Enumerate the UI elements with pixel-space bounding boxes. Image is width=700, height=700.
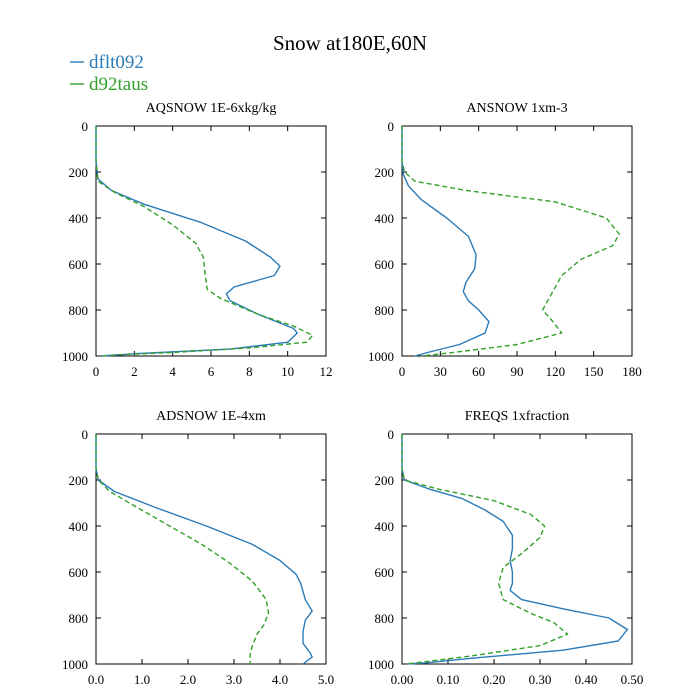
y-tick-label: 600 — [375, 565, 395, 580]
x-tick-label: 30 — [434, 364, 447, 379]
series-line-d92taus — [95, 126, 314, 357]
y-tick-label: 1000 — [62, 657, 88, 672]
plot-frame — [95, 433, 327, 665]
panel-title: ANSNOW 1xm-3 — [466, 101, 567, 116]
x-tick-label: 4 — [169, 364, 176, 379]
legend-label-dflt092: dflt092 — [89, 52, 144, 73]
series-line-d92taus — [95, 434, 270, 664]
y-tick-label: 400 — [69, 519, 89, 534]
x-tick-label: 60 — [472, 364, 485, 379]
y-tick-label: 400 — [375, 211, 395, 226]
x-tick-label: 5.0 — [318, 672, 334, 687]
panel-title: AQSNOW 1E-6xkg/kg — [146, 101, 277, 116]
y-tick-label: 600 — [69, 257, 89, 272]
x-tick-label: 3.0 — [226, 672, 242, 687]
series-line-dflt092 — [401, 126, 490, 357]
y-tick-label: 1000 — [368, 657, 394, 672]
legend-label-d92taus: d92taus — [89, 74, 148, 95]
y-tick-label: 800 — [69, 303, 89, 318]
x-tick-label: 0.20 — [483, 672, 506, 687]
x-tick-label: 0.00 — [391, 672, 414, 687]
x-tick-label: 0.0 — [88, 672, 104, 687]
x-tick-label: 1.0 — [134, 672, 150, 687]
x-tick-label: 120 — [546, 364, 566, 379]
panel-2: ANSNOW 1xm-3 0 200 400 600 800 1000 0 30 60 90 120 1… — [368, 101, 642, 379]
y-tick-label: 1000 — [62, 349, 88, 364]
y-tick-label: 400 — [375, 519, 395, 534]
x-tick-label: 180 — [622, 364, 642, 379]
y-tick-label: 800 — [69, 611, 89, 626]
y-tick-label: 200 — [375, 473, 395, 488]
plot-frame — [95, 125, 327, 357]
series-line-d92taus — [401, 434, 569, 665]
x-tick-label: 0.30 — [529, 672, 552, 687]
x-tick-label: 12 — [320, 364, 333, 379]
y-tick-label: 200 — [69, 165, 89, 180]
y-tick-label: 1000 — [368, 349, 394, 364]
figure-title: Snow at180E,60N — [273, 31, 427, 55]
y-tick-label: 200 — [375, 165, 395, 180]
y-tick-label: 0 — [82, 119, 89, 134]
y-tick-label: 800 — [375, 611, 395, 626]
x-tick-label: 0.50 — [621, 672, 644, 687]
plot-frame — [401, 125, 633, 357]
plot-frame — [401, 433, 633, 665]
y-tick-label: 400 — [69, 211, 89, 226]
y-tick-label: 600 — [375, 257, 395, 272]
x-tick-label: 6 — [208, 364, 215, 379]
panel-1: AQSNOW 1E-6xkg/kg 0 200 400 600 800 1000 0 2 4 6 8 1… — [62, 101, 333, 379]
x-tick-label: 0 — [399, 364, 406, 379]
x-tick-label: 150 — [584, 364, 604, 379]
x-tick-label: 4.0 — [272, 672, 288, 687]
x-tick-label: 0.10 — [437, 672, 460, 687]
x-tick-label: 2.0 — [180, 672, 196, 687]
series-line-dflt092 — [401, 434, 629, 665]
x-tick-label: 90 — [511, 364, 524, 379]
y-tick-label: 0 — [388, 119, 395, 134]
series-line-dflt092 — [95, 434, 313, 665]
y-tick-label: 800 — [375, 303, 395, 318]
x-tick-label: 2 — [131, 364, 138, 379]
y-tick-label: 0 — [82, 427, 89, 442]
x-tick-label: 0 — [93, 364, 100, 379]
x-tick-label: 8 — [246, 364, 253, 379]
panel-title: FREQS 1xfraction — [465, 409, 570, 424]
panel-title: ADSNOW 1E-4xm — [156, 409, 266, 424]
series-line-d92taus — [401, 126, 620, 357]
y-tick-label: 0 — [388, 427, 395, 442]
y-tick-label: 200 — [69, 473, 89, 488]
x-tick-label: 0.40 — [575, 672, 598, 687]
y-tick-label: 600 — [69, 565, 89, 580]
x-tick-label: 10 — [281, 364, 294, 379]
series-line-dflt092 — [95, 126, 298, 357]
